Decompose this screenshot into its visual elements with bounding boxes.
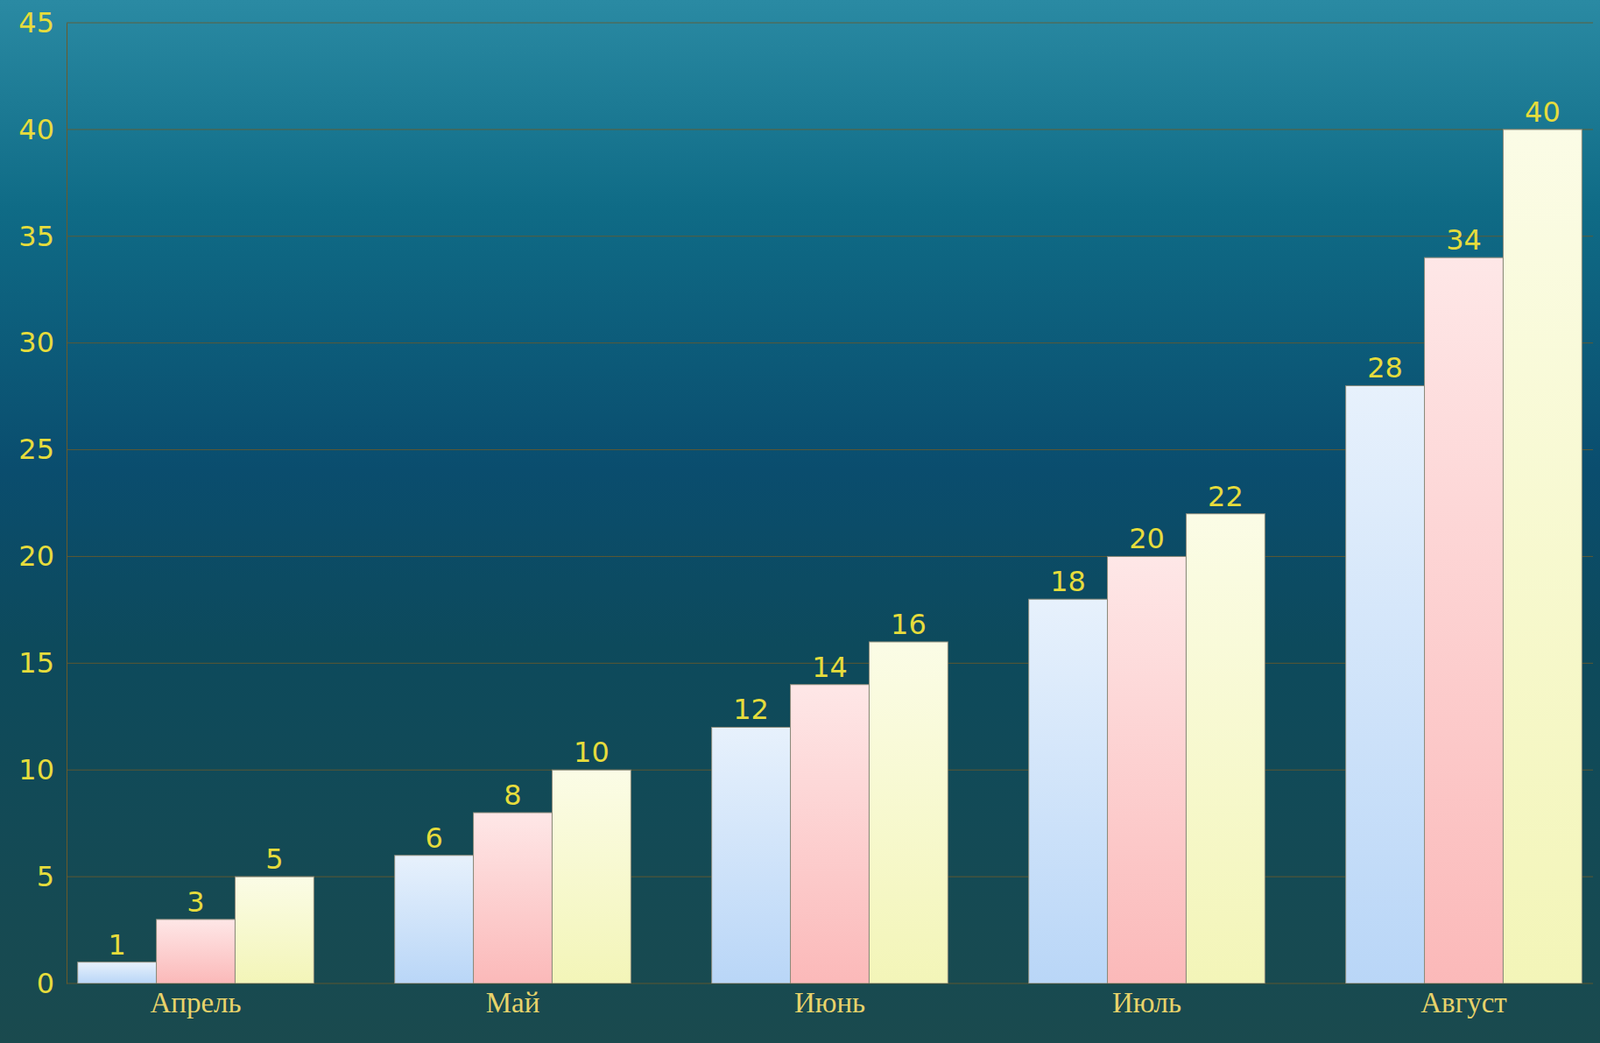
bar: [1029, 599, 1108, 984]
x-tick: Апрель: [149, 983, 241, 1019]
bar: [473, 812, 553, 984]
bar: [711, 726, 791, 984]
y-tick: 5: [36, 859, 67, 894]
data-label: 10: [573, 735, 610, 769]
y-tick: 0: [36, 966, 67, 1001]
background: [0, 0, 1600, 1043]
bar: [790, 684, 870, 984]
y-tick: 30: [18, 325, 67, 360]
x-axis-line: [67, 983, 1594, 985]
grid-line: [66, 342, 1593, 344]
y-tick: 20: [18, 539, 67, 573]
y-tick-label: 25: [18, 432, 55, 466]
data-label: 18: [1050, 564, 1086, 599]
data-label: 8: [503, 778, 522, 812]
y-tick-label: 45: [18, 6, 55, 40]
data-label: 5: [265, 842, 283, 876]
x-tick-label: Май: [486, 986, 541, 1019]
y-tick-label: 0: [36, 966, 55, 1001]
bar: [156, 919, 236, 984]
y-tick: 10: [18, 753, 67, 787]
grid-line: [66, 235, 1593, 237]
y-tick: 15: [18, 646, 67, 680]
bar: [1107, 556, 1187, 984]
x-tick-label: Июнь: [794, 986, 866, 1019]
y-tick: 25: [18, 432, 67, 466]
x-tick: Август: [1420, 983, 1508, 1019]
grid-line: [66, 22, 1593, 24]
data-label: 34: [1445, 223, 1482, 257]
x-tick: Июнь: [794, 983, 866, 1019]
plot: 0510152025303540451612182838142034510162…: [18, 6, 1593, 1020]
x-tick-label: Июль: [1112, 986, 1182, 1019]
bar: [1424, 257, 1504, 984]
x-axis: Апрель Май Июнь Июль Август: [67, 983, 1594, 1019]
x-tick-label: Август: [1420, 986, 1508, 1019]
data-label: 3: [186, 885, 205, 919]
chart: 0510152025303540451612182838142034510162…: [0, 0, 1600, 1043]
bar: [1502, 129, 1582, 984]
data-label: 6: [424, 821, 443, 855]
grid: [66, 22, 1593, 984]
data-label: 40: [1524, 95, 1561, 129]
y-tick: 45: [18, 6, 67, 40]
series: [234, 129, 1582, 984]
data-label: 1: [107, 928, 126, 962]
y-tick-label: 35: [18, 219, 55, 254]
y-axis: 0 5 10 15 20 25 30 35 40 45: [18, 6, 67, 1001]
bar: [1346, 385, 1425, 984]
bar: [77, 962, 157, 984]
grid-line: [66, 128, 1593, 130]
y-tick-label: 10: [18, 753, 55, 787]
y-tick-label: 30: [18, 325, 55, 360]
bar: [234, 876, 314, 984]
data-label: 28: [1367, 351, 1403, 385]
bar: [551, 769, 631, 984]
data-label: 16: [890, 607, 927, 642]
bars: [77, 129, 1583, 984]
y-tick-label: 40: [18, 112, 55, 147]
y-axis-line: [66, 23, 68, 985]
x-tick: Май: [486, 983, 541, 1019]
y-tick-label: 15: [18, 646, 55, 680]
bar: [868, 641, 948, 984]
data-label: 12: [733, 692, 769, 726]
data-label: 20: [1128, 521, 1165, 556]
data-label: 14: [811, 650, 848, 684]
x-tick: Июль: [1112, 983, 1182, 1019]
series: [156, 257, 1504, 984]
series: [77, 385, 1425, 984]
bar: [394, 855, 474, 984]
bar: [1185, 514, 1265, 984]
y-tick-label: 20: [18, 539, 55, 573]
data-label: 22: [1207, 479, 1244, 514]
data-labels: 1612182838142034510162240: [107, 95, 1560, 962]
y-tick: 40: [18, 112, 67, 147]
x-tick-label: Апрель: [149, 986, 241, 1019]
y-tick-label: 5: [36, 859, 55, 894]
y-tick: 35: [18, 219, 67, 254]
